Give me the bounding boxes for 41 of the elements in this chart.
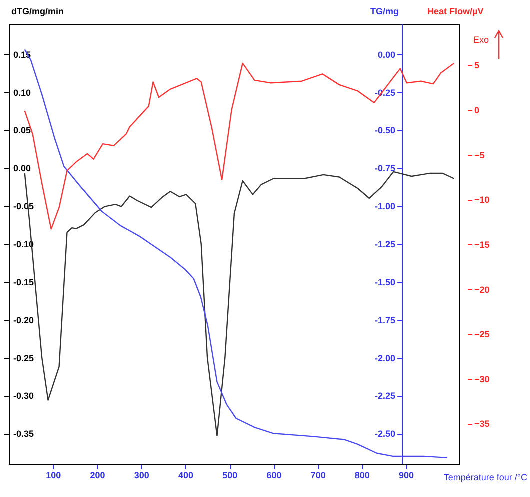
x-tick-label: 600: [266, 470, 282, 480]
y3-tick-label: −35: [474, 419, 490, 430]
y3-tick-label: −25: [474, 330, 490, 340]
y3-tick-label: −10: [474, 195, 490, 206]
x-tick-label: 200: [90, 470, 106, 480]
y3-tick-label: 0: [474, 106, 480, 116]
y-tick-label: -0.30: [14, 391, 34, 402]
y3-tick-label: −5: [474, 150, 485, 160]
y2-tick-label: -2.25: [375, 391, 396, 402]
y-tick-label: 0.05: [14, 126, 32, 136]
y2-tick-label: -2.50: [375, 429, 396, 440]
y-tick-label: -0.35: [14, 429, 34, 440]
x-tick-label: 900: [399, 470, 414, 480]
y2-tick-label: -0.50: [375, 126, 396, 136]
x-axis-title: Température four /°C: [444, 472, 528, 482]
y3-tick-label: −15: [474, 240, 490, 250]
y-axis-title: dTG/mg/min: [12, 6, 64, 16]
y-tick-label: -0.15: [14, 277, 34, 288]
y2-tick-label: -2.00: [375, 353, 396, 364]
y3-tick-label: 5: [474, 60, 480, 71]
y-tick-label: -0.20: [14, 315, 34, 326]
y-tick-label: 0.10: [14, 88, 32, 98]
text: Exo: [473, 35, 489, 45]
x-tick-label: 700: [310, 470, 326, 480]
y3-tick-label: −20: [474, 284, 490, 295]
x-tick-label: 500: [222, 470, 238, 480]
x-tick-label: 300: [134, 470, 150, 480]
y2-tick-label: -1.75: [375, 315, 396, 326]
y-tick-label: -0.25: [14, 353, 34, 364]
y2-axis-title: TG/mg: [370, 6, 400, 16]
x-tick-label: 100: [46, 470, 62, 480]
y2-tick-label: -1.00: [375, 202, 396, 212]
y2-tick-label: -1.50: [375, 277, 396, 288]
y2-tick-label: -1.25: [375, 240, 396, 250]
y-tick-label: 0.00: [14, 164, 32, 174]
x-tick-label: 800: [354, 470, 370, 480]
y3-tick-label: −30: [474, 374, 490, 384]
y2-tick-label: 0.00: [378, 50, 396, 60]
y2-tick-label: -0.75: [375, 164, 396, 174]
y3-axis-title: Heat Flow/µV: [428, 6, 484, 16]
x-tick-label: 400: [178, 470, 194, 480]
